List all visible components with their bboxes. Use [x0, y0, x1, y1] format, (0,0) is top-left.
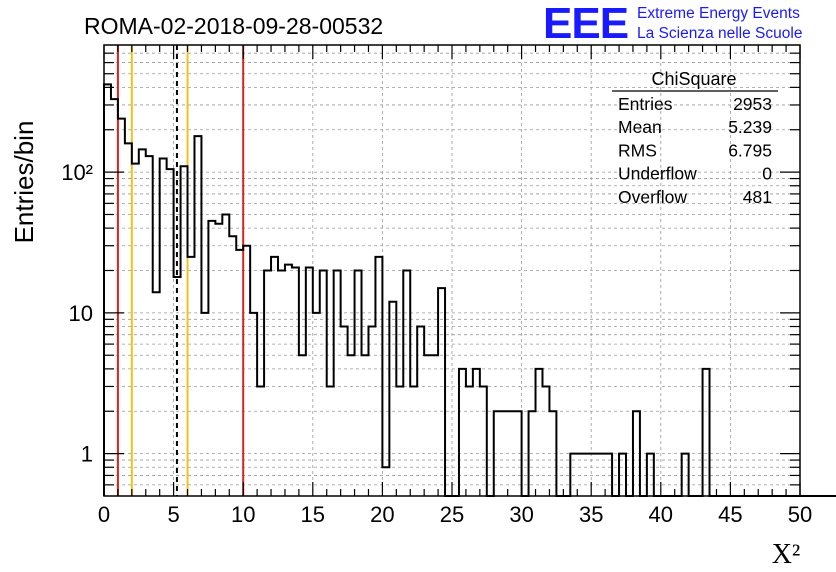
reference-lines	[116, 45, 245, 496]
stats-value: 0	[762, 164, 772, 184]
eee-logo-text: EEE	[543, 0, 629, 48]
x-tick-label: 25	[440, 502, 464, 527]
x-tick-label: 10	[231, 502, 255, 527]
stats-label: RMS	[618, 140, 657, 160]
chart-title: ROMA-02-2018-09-28-00532	[84, 13, 383, 39]
logo-line-2: La Scienza nelle Scuole	[637, 25, 803, 42]
x-tick-label: 20	[370, 502, 394, 527]
stats-label: Entries	[618, 94, 673, 114]
x-tick-label: 15	[301, 502, 325, 527]
x-tick-label: 45	[718, 502, 742, 527]
y-tick-label: 10	[69, 301, 93, 326]
x-tick-label: 35	[579, 502, 603, 527]
stats-label: Mean	[618, 117, 662, 137]
x-tick-label: 0	[98, 502, 110, 527]
x-tick-labels: 0 5 10 15 20 25 30 35 40 45 50	[98, 502, 812, 527]
x-tick-label: 5	[167, 502, 179, 527]
y-tick-labels: 1 10 10²	[61, 160, 93, 467]
y-tick-label: 10²	[61, 160, 93, 185]
x-tick-label: 50	[788, 502, 812, 527]
y-tick-label: 1	[81, 442, 93, 467]
logo-line-1: Extreme Energy Events	[637, 5, 800, 22]
x-tick-label: 40	[649, 502, 673, 527]
grid-lines	[104, 45, 800, 496]
stats-label: Underflow	[618, 164, 697, 184]
stats-value: 5.239	[728, 117, 772, 137]
y-axis-label: Entries/bin	[9, 121, 39, 244]
x-tick-label: 30	[509, 502, 533, 527]
x-axis-label: X²	[772, 539, 801, 570]
stats-box: ChiSquare Entries 2953 Mean 5.239 RMS 6.795 Un…	[612, 69, 778, 207]
stats-value: 6.795	[728, 140, 772, 160]
stats-title: ChiSquare	[651, 69, 736, 89]
histogram-line	[103, 83, 836, 497]
stats-value: 2953	[733, 94, 772, 114]
axis-ticks	[103, 45, 801, 496]
stats-label: Overflow	[618, 187, 687, 207]
stats-value: 481	[743, 187, 772, 207]
